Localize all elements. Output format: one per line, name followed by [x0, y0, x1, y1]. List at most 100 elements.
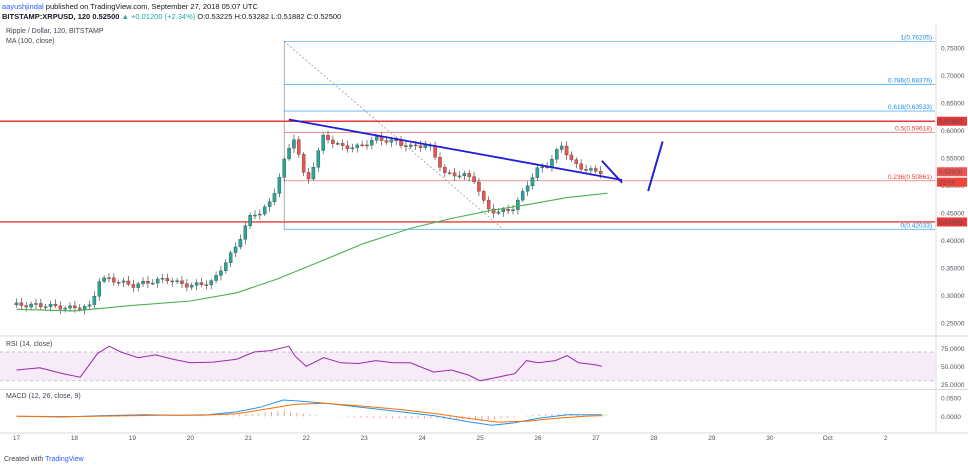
candle-body: [87, 304, 92, 307]
candle-body: [370, 140, 374, 146]
candle-body: [82, 306, 87, 310]
candle-body: [516, 199, 520, 210]
candle-body: [209, 280, 213, 286]
candle-body: [194, 282, 199, 286]
candle-body: [19, 302, 24, 306]
candle-body: [112, 277, 116, 283]
candle-body: [204, 284, 209, 286]
candle-body: [564, 145, 569, 156]
candle-body: [107, 277, 111, 279]
rsi-tick-label: 50.0000: [941, 364, 965, 371]
candle-body: [467, 173, 471, 177]
candle-body: [14, 302, 19, 305]
candle-body: [160, 278, 165, 280]
tradingview-logo[interactable]: TradingView: [45, 456, 84, 463]
time-tick-label: Oct: [823, 435, 833, 442]
symbol-name: BITSTAMP:XRPUSD, 120: [2, 12, 91, 21]
candle-body: [258, 213, 262, 216]
time-tick-label: 21: [245, 435, 253, 442]
candle-body: [238, 239, 243, 248]
candle-body: [404, 145, 408, 147]
candle-body: [224, 262, 228, 272]
candle-body: [520, 191, 525, 201]
candle-body: [452, 172, 457, 177]
candle-body: [311, 167, 316, 180]
candle-body: [316, 150, 321, 168]
candle-body: [365, 144, 369, 147]
rsi-tick-label: 25.0000: [941, 382, 965, 389]
macd-signal-line: [16, 402, 602, 423]
candle-body: [443, 167, 447, 173]
candle-body: [102, 277, 106, 282]
candle-body: [409, 144, 413, 147]
time-tick-label: 18: [71, 435, 79, 442]
price-change: ▲ +0.01200 (+2.34%): [121, 12, 196, 21]
macd-tick-label: 0.0500: [941, 396, 961, 403]
price-tick-label: 0.45000: [941, 211, 965, 218]
footer: Created with TradingView: [4, 456, 84, 463]
price-tick-label: 0.30000: [941, 293, 965, 300]
fib-level-label: 0.786(0.68376): [888, 77, 932, 84]
candle-body: [189, 285, 194, 288]
last-price: 0.52500: [92, 12, 120, 21]
candle-body: [97, 281, 101, 297]
candle-body: [550, 159, 554, 168]
macd-tick-label: 0.0000: [941, 414, 961, 421]
candle-body: [175, 280, 179, 283]
candle-body: [199, 282, 204, 285]
chart-title: Ripple / Dollar, 120, BITSTAMP: [6, 28, 104, 35]
price-tick-label: 0.70000: [941, 73, 965, 80]
fib-level-label: 0.5(0.59618): [895, 126, 932, 133]
candle-body: [180, 280, 184, 284]
ma-legend: MA (100, close): [6, 38, 55, 45]
candle-body: [78, 307, 82, 310]
candle-body: [297, 139, 301, 155]
candle-body: [462, 173, 467, 177]
macd-legend: MACD (12, 26, close, 9): [6, 393, 81, 400]
candle-body: [228, 252, 233, 263]
candle-body: [292, 139, 296, 149]
candle-body: [559, 145, 564, 150]
candle-body: [491, 208, 496, 214]
time-tick-label: 24: [419, 435, 427, 442]
price-level-tag-label: 0.43369: [939, 219, 963, 226]
candle-body: [555, 149, 559, 160]
candle-body: [525, 185, 530, 192]
candle-body: [506, 209, 510, 212]
candle-body: [243, 225, 248, 240]
current-price-tag: [937, 167, 967, 177]
candle-body: [306, 172, 311, 180]
candle-body: [219, 270, 223, 276]
candle-body: [321, 135, 325, 151]
candle-body: [389, 139, 394, 143]
candle-body: [262, 206, 267, 215]
candle-body: [331, 139, 335, 144]
price-level-tag: [937, 116, 967, 126]
candle-body: [73, 305, 77, 309]
candle-body: [116, 282, 121, 284]
footer-created: Created with: [4, 456, 44, 463]
candle-body: [413, 144, 418, 147]
candle-body: [43, 306, 48, 308]
publish-line: aayushjindal published on TradingView.co…: [2, 2, 258, 11]
rsi-line: [16, 345, 602, 382]
ma-100-line: [16, 192, 608, 312]
author-link[interactable]: aayushjindal: [2, 2, 44, 11]
time-tick-label: 2: [884, 435, 888, 442]
candle-body: [248, 215, 252, 226]
candle-body: [53, 303, 58, 306]
time-tick-label: 28: [650, 435, 658, 442]
candle-body: [418, 145, 423, 148]
candle-body: [374, 136, 379, 141]
fib-level-label: 0.236(0.50861): [888, 174, 932, 181]
price-tick-label: 0.60000: [941, 128, 965, 135]
candle-body: [277, 177, 282, 194]
projection-up-stroke: [647, 141, 664, 192]
ohlc-values: O:0.53225 H:0.53282 L:0.51882 C:0.52500: [197, 12, 342, 21]
candle-body: [447, 172, 452, 174]
candle-body: [63, 307, 67, 310]
candle-body: [535, 167, 540, 178]
rsi-band: [0, 351, 935, 381]
price-tick-label: 0.65000: [941, 101, 965, 108]
